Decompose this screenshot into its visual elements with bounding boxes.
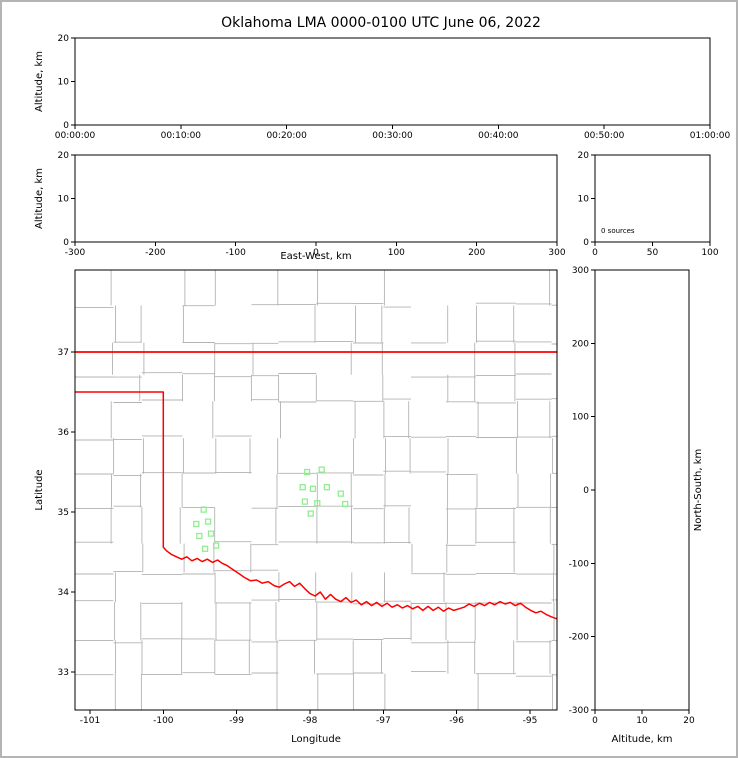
y-tick-label: -200 [569,633,590,643]
y-tick-label: -300 [569,706,590,716]
y-tick-label: 37 [58,348,69,358]
y-tick-label: 10 [58,78,70,88]
state-border-texas-red-river [75,391,557,620]
x-tick-label: 00:20:00 [266,131,307,141]
altitude-histogram-panel [595,155,710,242]
x-tick-label: -100 [225,248,246,258]
x-tick-label: -200 [145,248,166,258]
y-tick-label: 34 [58,588,70,598]
x-tick-label: 100 [701,248,718,258]
x-tick-label: 10 [636,716,648,726]
county-boundaries [75,270,557,710]
hist-panel-frame [594,154,711,243]
y-tick-label: 20 [578,151,590,161]
lma-station-marker [303,468,311,476]
x-tick-label: -100 [153,716,174,726]
x-tick-label: 0 [313,248,319,258]
y-tick-label: 100 [572,413,589,423]
x-tick-label: 00:50:00 [584,131,625,141]
panel-frames-layer [74,37,711,711]
axis-ticks-layer: 00:00:00 00:10:00 00:20:00 00:30:00 00:40:00… [55,34,731,726]
ns-panel-ylabel: North-South, km [693,449,704,532]
lma-station-marker [323,484,331,491]
northsouth-altitude-panel [595,270,689,710]
x-tick-label: -99 [229,716,244,726]
y-tick-label: 300 [572,266,589,276]
y-tick-label: 10 [58,195,70,205]
lma-station-marker [314,500,321,507]
ew-panel-ylabel: Altitude, km [34,168,45,229]
lma-station-marker [309,485,317,492]
x-tick-label: 0 [592,716,598,726]
x-tick-label: -95 [523,716,538,726]
lma-station-marker [307,510,314,517]
x-tick-label: -96 [449,716,464,726]
x-tick-label: -101 [80,716,100,726]
x-tick-label: -97 [376,716,391,726]
y-tick-label: 33 [58,668,69,678]
time-panel-ylabel: Altitude, km [34,51,45,112]
y-tick-label: 20 [58,34,70,44]
lma-station-marker [299,484,306,491]
ew-panel-frame [74,154,558,243]
lma-station-marker [200,506,207,513]
x-tick-label: -300 [65,248,86,258]
th-panel-frame [74,37,711,126]
y-tick-label: 20 [58,151,70,161]
x-tick-label: 00:10:00 [161,131,202,141]
lma-station-marker [337,490,344,497]
x-tick-label: -98 [303,716,318,726]
y-tick-label: 36 [58,428,70,438]
map-ylabel: Latitude [34,469,45,510]
source-count-annotation: 0 sources [601,227,635,235]
time-altitude-panel [75,38,710,125]
x-tick-label: 00:30:00 [372,131,413,141]
y-tick-label: 10 [578,195,590,205]
y-tick-label: 0 [583,238,589,248]
lma-station-marker [212,542,220,549]
lma-station-marker [301,498,309,505]
map-panel-frame [74,269,558,711]
lma-station-marker [207,530,215,537]
ns-panel-xlabel: Altitude, km [612,734,673,745]
ew-panel-xlabel: East-West, km [280,251,351,262]
x-tick-label: 50 [647,248,659,258]
y-tick-label: 0 [583,486,589,496]
x-tick-label: 0 [592,248,598,258]
x-tick-label: 00:00:00 [55,131,96,141]
lma-station-marker [196,532,203,540]
y-tick-label: 200 [572,339,589,349]
x-tick-label: 200 [468,248,485,258]
x-tick-label: 300 [548,248,565,258]
x-tick-label: 100 [388,248,405,258]
y-tick-label: 0 [63,121,69,131]
map-content-layer [75,270,557,710]
y-tick-label: 35 [58,508,69,518]
lma-station-marker [318,466,325,473]
y-tick-label: -100 [569,559,590,569]
y-tick-label: 0 [63,238,69,248]
lma-station-marker [201,545,209,552]
lma-station-marker [193,520,200,528]
x-tick-label: 20 [683,716,695,726]
eastwest-altitude-panel [75,155,557,242]
figure-title: Oklahoma LMA 0000-0100 UTC June 06, 2022 [221,15,541,31]
ns-panel-frame [594,269,690,711]
lma-station-marker [204,518,212,525]
x-tick-label: 01:00:00 [690,131,731,141]
x-tick-label: 00:40:00 [478,131,519,141]
lma-station-marker [342,500,349,508]
map-xlabel: Longitude [291,734,341,745]
